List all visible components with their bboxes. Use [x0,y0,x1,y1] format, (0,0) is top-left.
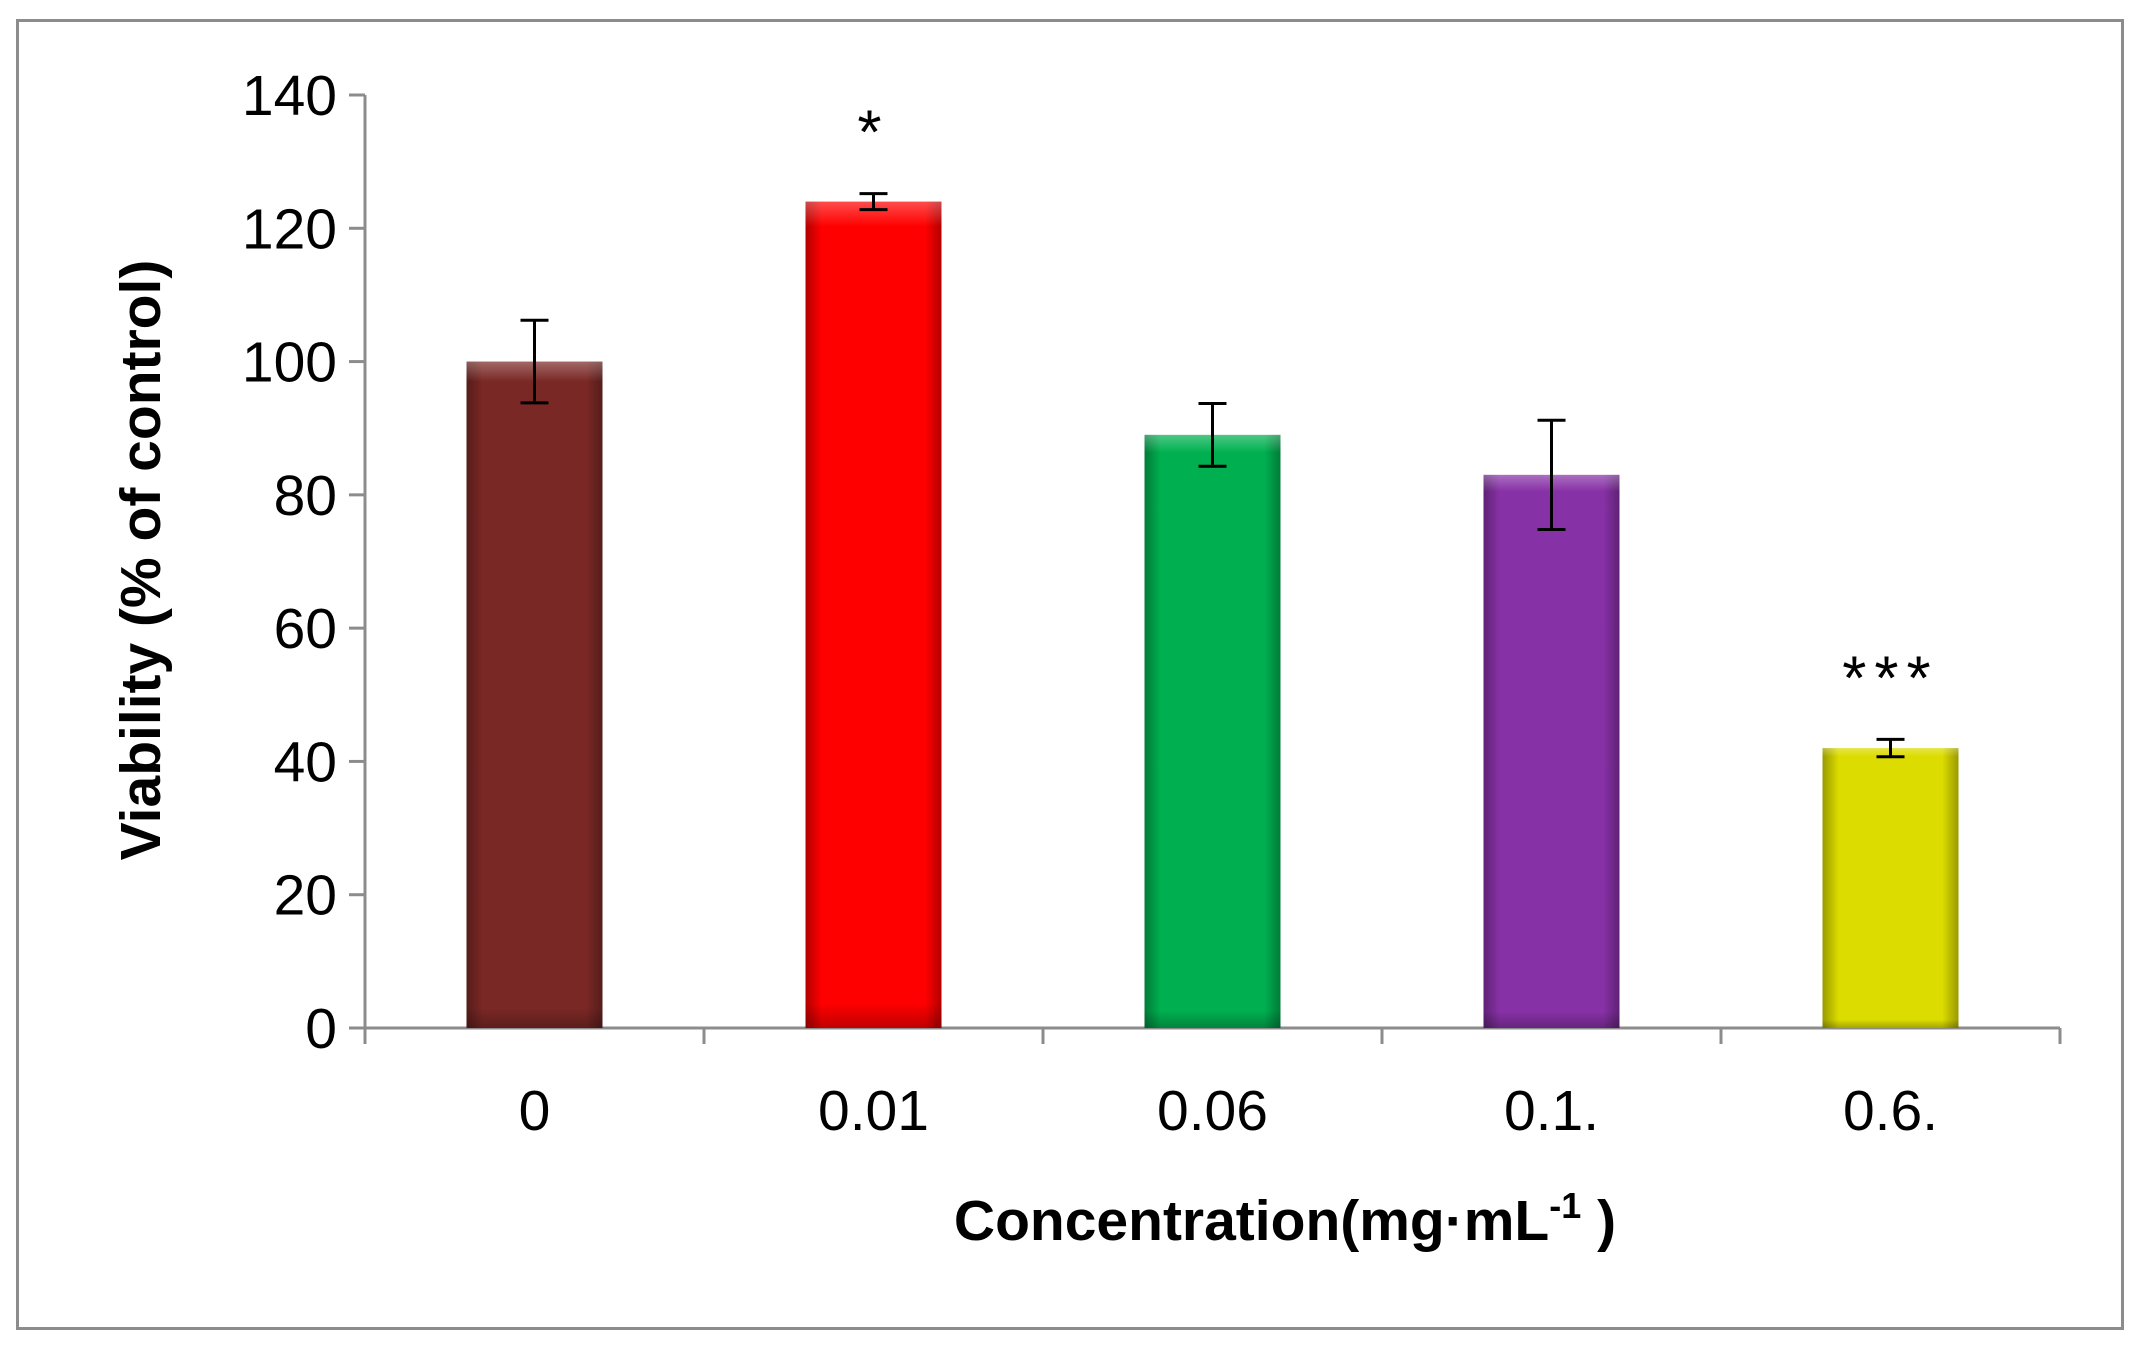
bar-4 [1822,748,1959,1028]
bar-shade-v [805,201,942,1029]
bar-shade-v [466,361,603,1029]
error-bar-3 [1537,418,1566,532]
y-axis: 0 20 40 60 80 100 120 140 [242,64,367,1061]
error-bar-1 [859,192,888,212]
error-bar-4 [1876,737,1905,759]
error-bar-0 [520,318,549,405]
error-bar-2 [1198,402,1227,468]
x-axis-title-suffix: ) [1581,1189,1616,1253]
significance-label: *** [1842,644,1938,713]
bar-shade-v [1822,748,1959,1028]
x-axis-title-main: Concentration(mg·mL [954,1189,1549,1253]
x-tick-label: 0.1. [1504,1079,1599,1143]
x-axis-title-superscript: -1 [1549,1185,1581,1226]
y-tick-label: 100 [242,331,337,395]
chart-frame [16,19,2124,1330]
x-tick-label: 0.06 [1157,1079,1268,1143]
y-tick-label: 140 [242,64,337,128]
x-tick-label: 0.01 [818,1079,929,1143]
y-axis-title: Viability (% of control) [109,260,173,861]
y-tick-label: 60 [274,597,337,661]
error-bars [520,192,1905,759]
y-tick-label: 40 [274,730,337,794]
x-axis-title: Concentration(mg·mL-1 ) [954,1185,1616,1253]
y-tick-label: 0 [305,997,337,1061]
significance-label: * [857,99,889,168]
x-tick-label: 0.6. [1843,1079,1938,1143]
bar-3 [1483,474,1620,1029]
x-axis: 0 0.01 0.06 0.1. 0.6. [363,1026,2062,1143]
bar-2 [1144,434,1281,1029]
significance-annotations: **** [857,99,1938,714]
bar-shade-v [1483,474,1620,1029]
bar-1 [805,201,942,1029]
y-tick-label: 120 [242,197,337,261]
x-tick-label: 0 [519,1079,551,1143]
y-tick-label: 80 [274,464,337,528]
bar-shade-v [1144,434,1281,1029]
bar-0 [466,361,603,1029]
y-tick-label: 20 [274,864,337,928]
bars [466,201,1959,1029]
